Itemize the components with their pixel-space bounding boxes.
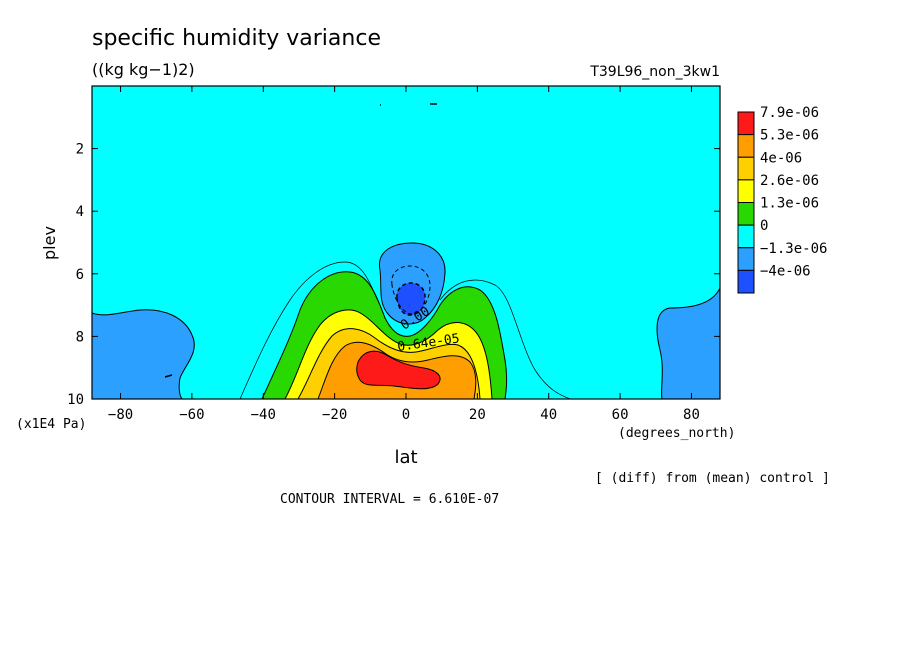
chart-title: specific humidity variance xyxy=(92,26,381,51)
contour-fill-neg-right xyxy=(657,288,720,399)
legend-swatch xyxy=(737,111,755,136)
contour-fill-neg-core xyxy=(396,283,426,315)
legend-label: 7.9e-06 xyxy=(760,105,819,121)
diff-note: [ (diff) from (mean) control ] xyxy=(595,471,830,486)
legend-swatch xyxy=(737,134,755,158)
x-tick-label: −40 xyxy=(251,407,276,423)
contour-fill-pos-red xyxy=(356,351,441,389)
y-tick-label: 2 xyxy=(76,142,84,158)
y-tick-label: 8 xyxy=(76,329,84,345)
legend-swatch xyxy=(737,247,755,271)
experiment-label: T39L96_non_3kw1 xyxy=(589,64,720,80)
x-tick-label: −60 xyxy=(179,407,204,423)
legend-label: 5.3e-06 xyxy=(760,128,819,144)
legend-label: 2.6e-06 xyxy=(760,173,819,189)
x-tick-label: −20 xyxy=(322,407,347,423)
x-tick-label: 60 xyxy=(612,407,629,423)
x-axis-label: lat xyxy=(394,447,417,468)
legend-label: 0 xyxy=(760,218,768,234)
chart-units: ((kg kg−1)2) xyxy=(92,60,195,79)
x-tick-label: 40 xyxy=(540,407,557,423)
y-tick-label: 6 xyxy=(76,267,84,283)
legend-label: −1.3e-06 xyxy=(760,241,827,257)
contour-lines xyxy=(92,103,720,399)
x-axis: −80 −60 −40 −20 0 20 40 60 80 xyxy=(108,86,700,423)
x-tick-label: 80 xyxy=(683,407,700,423)
x-tick-label: −80 xyxy=(108,407,133,423)
x-axis-units: (degrees_north) xyxy=(618,426,735,441)
x-tick-label: 0 xyxy=(402,407,410,423)
legend-label: −4e-06 xyxy=(760,263,811,279)
x-tick-label: 20 xyxy=(469,407,486,423)
legend-label: 4e-06 xyxy=(760,150,802,166)
y-tick-label: 10 xyxy=(67,392,84,408)
y-axis-units: (x1E4 Pa) xyxy=(16,417,86,432)
legend: 7.9e-06 5.3e-06 4e-06 2.6e-06 1.3e-06 0 −1.3e-… xyxy=(737,105,827,294)
legend-swatch xyxy=(737,156,755,181)
y-tick-label: 4 xyxy=(76,204,84,220)
y-axis-label: plev xyxy=(40,226,59,260)
y-axis: 2 4 6 8 10 xyxy=(67,142,720,408)
legend-swatch xyxy=(737,269,755,294)
legend-swatch xyxy=(737,224,755,249)
plot-area: 0.00 0.64e-05 xyxy=(92,86,720,399)
contour-interval: CONTOUR INTERVAL = 6.610E-07 xyxy=(280,492,499,507)
legend-label: 1.3e-06 xyxy=(760,196,819,212)
legend-swatch xyxy=(737,202,755,226)
legend-swatch xyxy=(737,179,755,203)
